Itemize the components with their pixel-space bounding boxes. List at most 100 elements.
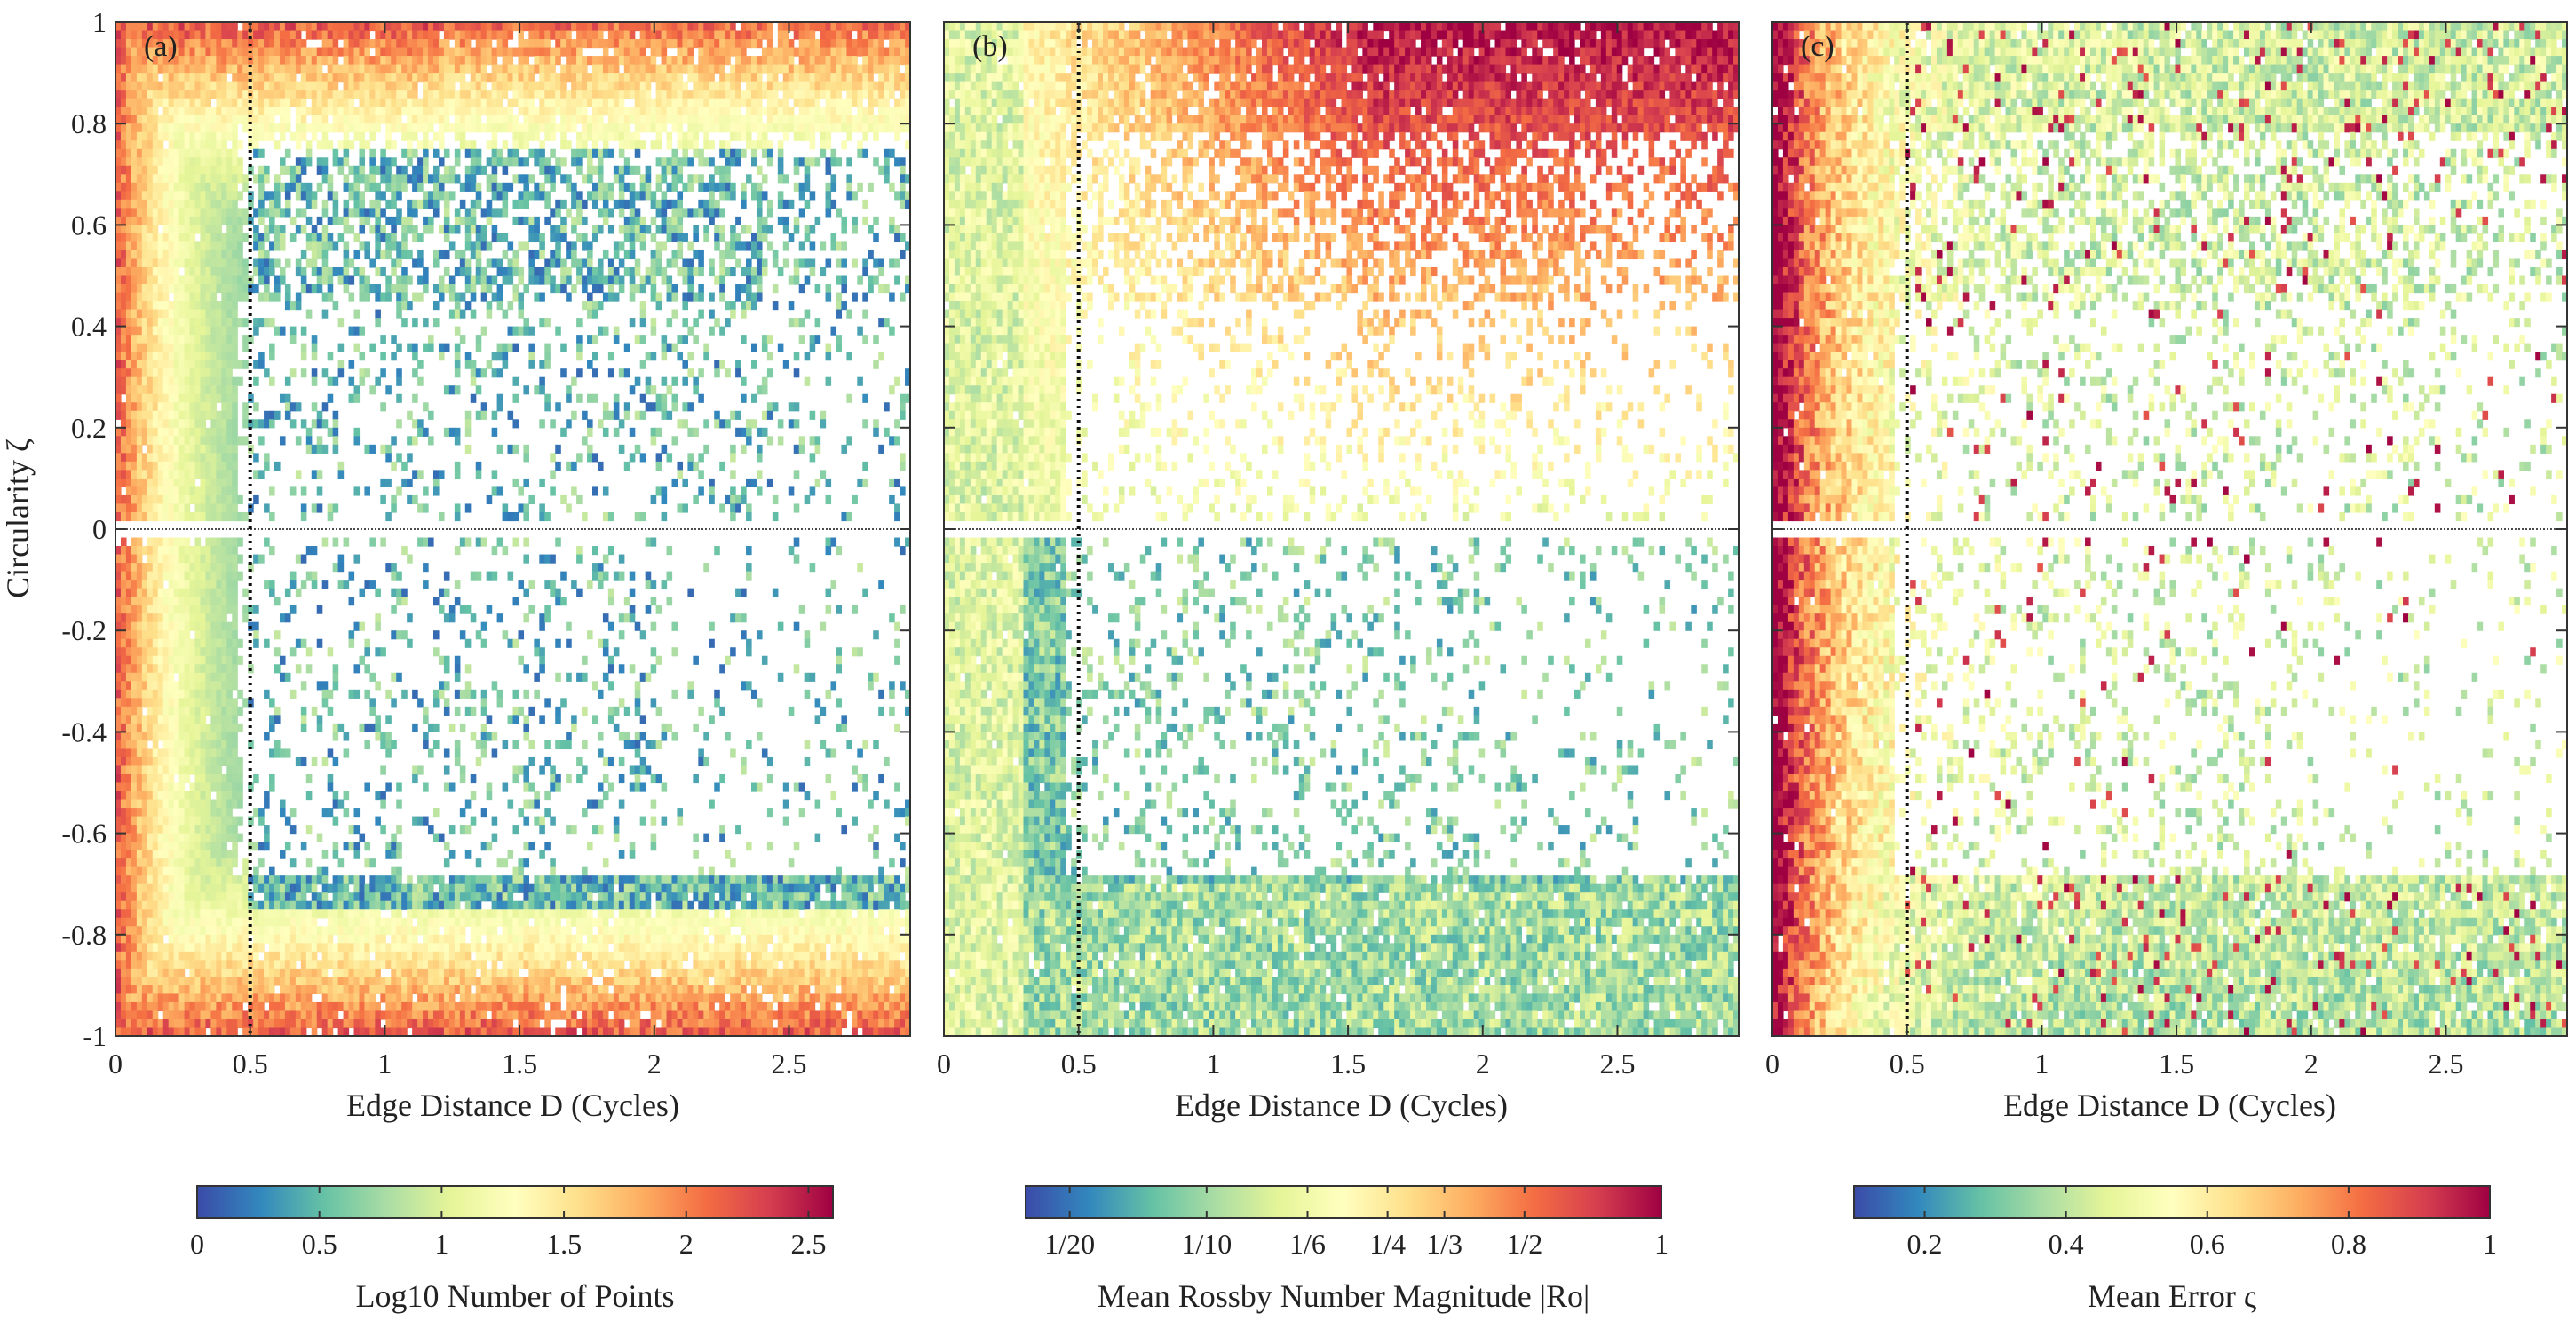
heatmap-cell bbox=[137, 428, 143, 437]
heatmap-cell bbox=[147, 486, 154, 495]
heatmap-cell bbox=[274, 411, 281, 420]
heatmap-cell bbox=[200, 419, 206, 428]
heatmap-cell bbox=[407, 909, 413, 918]
heatmap-cell bbox=[317, 419, 323, 428]
heatmap-cell bbox=[338, 935, 345, 944]
heatmap-cell bbox=[385, 512, 392, 521]
heatmap-cell bbox=[195, 647, 202, 656]
heatmap-cell bbox=[433, 22, 440, 31]
heatmap-cell bbox=[280, 901, 286, 910]
heatmap-cell bbox=[439, 1019, 445, 1028]
heatmap-cell bbox=[158, 1019, 164, 1028]
heatmap-cell bbox=[200, 867, 206, 876]
heatmap-cell bbox=[121, 867, 127, 876]
heatmap-cell bbox=[210, 462, 217, 471]
heatmap-cell bbox=[280, 22, 286, 31]
heatmap-cell bbox=[317, 284, 323, 293]
heatmap-cell bbox=[369, 200, 376, 209]
heatmap-cell bbox=[163, 157, 170, 166]
heatmap-cell bbox=[121, 985, 127, 994]
heatmap-cell bbox=[158, 724, 164, 732]
heatmap-cell bbox=[137, 107, 143, 115]
heatmap-cell bbox=[312, 352, 318, 360]
heatmap-cell bbox=[237, 166, 243, 175]
heatmap-cell bbox=[179, 217, 186, 225]
heatmap-cell bbox=[205, 647, 211, 656]
heatmap-cell bbox=[131, 817, 138, 826]
heatmap-cell bbox=[169, 850, 175, 859]
heatmap-cell bbox=[412, 258, 418, 267]
heatmap-cell bbox=[210, 656, 217, 665]
heatmap-cell bbox=[280, 157, 286, 166]
heatmap-cell bbox=[142, 470, 148, 479]
heatmap-cell bbox=[280, 985, 286, 994]
heatmap-cell bbox=[269, 82, 275, 91]
heatmap-cell bbox=[190, 258, 196, 267]
heatmap-cell bbox=[449, 73, 456, 82]
heatmap-cell bbox=[137, 31, 143, 40]
heatmap-cell bbox=[423, 149, 429, 158]
heatmap-cell bbox=[385, 943, 392, 952]
heatmap-cell bbox=[126, 858, 132, 867]
heatmap-cell bbox=[280, 1019, 286, 1028]
heatmap-cell bbox=[147, 428, 154, 437]
heatmap-cell bbox=[205, 385, 211, 394]
heatmap-cell bbox=[142, 174, 148, 183]
heatmap-cell bbox=[375, 208, 381, 217]
heatmap-cell bbox=[179, 647, 186, 656]
heatmap-cell bbox=[221, 402, 227, 411]
heatmap-cell bbox=[147, 140, 154, 149]
heatmap-cell bbox=[317, 166, 323, 175]
heatmap-cell bbox=[433, 909, 440, 918]
heatmap-cell bbox=[258, 22, 265, 31]
heatmap-cell bbox=[449, 90, 456, 99]
heatmap-cell bbox=[210, 757, 217, 766]
heatmap-cell bbox=[322, 850, 329, 859]
heatmap-cell bbox=[205, 572, 211, 581]
heatmap-cell bbox=[205, 233, 211, 242]
heatmap-cell bbox=[428, 977, 434, 985]
heatmap-cell bbox=[364, 276, 370, 285]
heatmap-cell bbox=[369, 875, 376, 884]
heatmap-cell bbox=[375, 377, 381, 386]
heatmap-cell bbox=[433, 48, 440, 57]
heatmap-cell bbox=[349, 276, 355, 285]
heatmap-cell bbox=[195, 707, 202, 716]
heatmap-cell bbox=[417, 56, 424, 65]
heatmap-cell bbox=[195, 22, 202, 31]
heatmap-cell bbox=[242, 935, 249, 944]
heatmap-cell bbox=[137, 301, 143, 310]
heatmap-cell bbox=[210, 107, 217, 115]
heatmap-cell bbox=[185, 360, 191, 369]
heatmap-cell bbox=[216, 56, 222, 65]
heatmap-cell bbox=[433, 901, 440, 910]
heatmap-cell bbox=[179, 707, 186, 716]
heatmap-cell bbox=[131, 394, 138, 403]
heatmap-cell bbox=[158, 825, 164, 834]
heatmap-cell bbox=[449, 31, 456, 40]
heatmap-cell bbox=[147, 791, 154, 800]
heatmap-cell bbox=[232, 783, 238, 792]
heatmap-cell bbox=[364, 783, 370, 792]
heatmap-cell bbox=[137, 512, 143, 521]
heatmap-cell bbox=[391, 875, 397, 884]
heatmap-cell bbox=[333, 123, 339, 132]
heatmap-cell bbox=[391, 842, 397, 850]
heatmap-cell bbox=[185, 909, 191, 918]
heatmap-cell bbox=[380, 368, 386, 377]
heatmap-cell bbox=[232, 200, 238, 209]
heatmap-cell bbox=[237, 1019, 243, 1028]
heatmap-cell bbox=[174, 647, 180, 656]
heatmap-cell bbox=[200, 352, 206, 360]
heatmap-cell bbox=[439, 56, 445, 65]
heatmap-cell bbox=[290, 943, 297, 952]
heatmap-cell bbox=[322, 39, 329, 48]
heatmap-cell bbox=[147, 774, 154, 783]
heatmap-cell bbox=[169, 765, 175, 774]
heatmap-cell bbox=[242, 589, 249, 597]
heatmap-cell bbox=[380, 208, 386, 217]
heatmap-cell bbox=[369, 926, 376, 935]
heatmap-cell bbox=[185, 174, 191, 183]
heatmap-cell bbox=[200, 166, 206, 175]
heatmap-cell bbox=[380, 935, 386, 944]
